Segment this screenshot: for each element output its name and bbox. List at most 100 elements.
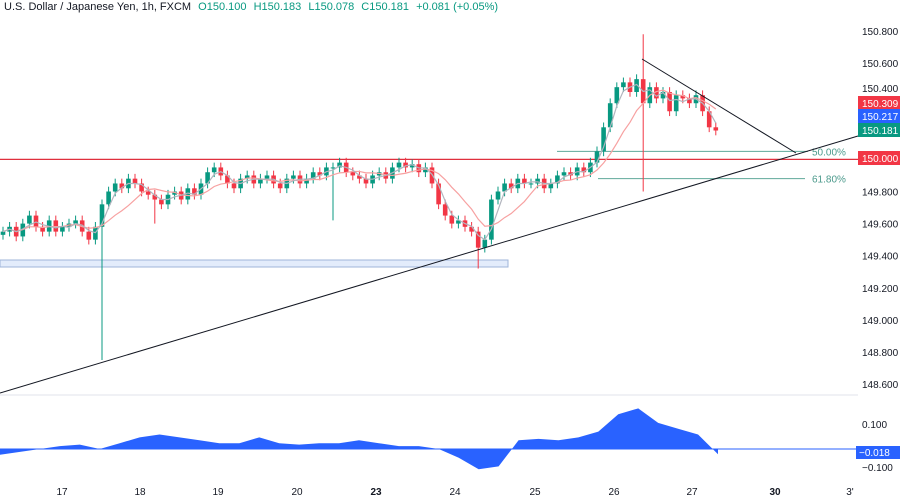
candle-body <box>667 91 672 112</box>
candle-body <box>594 151 600 163</box>
candle-body <box>0 231 6 235</box>
candle-body <box>403 162 408 168</box>
candle-body <box>601 127 606 152</box>
y-tick-label: 148.600 <box>862 380 899 391</box>
fib-label: 61.80% <box>812 175 846 186</box>
descending-trendline <box>641 58 797 154</box>
candle-body <box>231 183 237 189</box>
candle-body <box>409 164 415 168</box>
candle-body <box>145 191 151 195</box>
y-tick-label: 150.600 <box>862 59 899 70</box>
fib-label: 50.00% <box>812 147 846 158</box>
candle-body <box>205 172 210 184</box>
price-tag <box>858 123 900 137</box>
candle-body <box>423 167 428 173</box>
ohlc-low: L150.078 <box>308 1 355 13</box>
candle-body <box>621 82 626 88</box>
candle-body <box>33 215 39 227</box>
candle-body <box>53 220 59 232</box>
oscillator-value-tag <box>856 446 900 459</box>
candle-body <box>73 220 78 224</box>
candle-body <box>159 199 164 205</box>
candle-body <box>469 226 474 232</box>
candle-body <box>706 111 712 128</box>
x-tick-label: 20 <box>291 487 303 498</box>
candle-body <box>258 178 263 184</box>
x-tick-label: 3' <box>846 487 854 498</box>
candle-body <box>634 79 639 92</box>
y-tick-label: 149.200 <box>862 284 899 295</box>
candle-body <box>363 178 369 184</box>
candle-body <box>152 194 158 200</box>
candle-body <box>277 183 283 189</box>
candle-body <box>40 226 45 232</box>
candle-body <box>713 127 719 131</box>
symbol-title: U.S. Dollar / Japanese Yen, 1h, FXCM <box>4 1 192 13</box>
candle-body <box>522 178 527 184</box>
candle-body <box>456 220 461 224</box>
candle-body <box>291 175 296 179</box>
candle-body <box>449 215 455 224</box>
candle-body <box>106 191 111 205</box>
x-tick-label: 30 <box>769 487 781 498</box>
oscillator-tick-label: 0.100 <box>862 420 887 431</box>
candle-body <box>337 162 342 168</box>
candle-body <box>614 87 620 104</box>
candle-body <box>561 172 567 176</box>
candle-body <box>139 183 144 192</box>
support-zone <box>0 259 509 268</box>
candle-body <box>112 183 118 192</box>
price-tag-label: 150.000 <box>862 154 899 165</box>
x-tick-label: 26 <box>608 487 620 498</box>
ohlc-open: O150.100 <box>198 1 247 13</box>
candle-body <box>60 226 65 232</box>
price-tag <box>858 96 900 110</box>
candle-body <box>172 191 177 195</box>
price-tag <box>858 109 900 123</box>
candle-body <box>357 175 362 179</box>
ascending-trendline <box>0 135 859 394</box>
candle-body <box>192 188 197 195</box>
candle-body <box>86 231 92 240</box>
candle-body <box>436 183 441 205</box>
candle-body <box>442 204 448 216</box>
x-tick-label: 18 <box>134 487 146 498</box>
x-tick-label: 17 <box>56 487 68 498</box>
ohlc-close: C150.181 <box>361 1 410 13</box>
candle-body <box>535 178 540 184</box>
candle-body <box>225 175 230 184</box>
candle-body <box>680 95 686 99</box>
candle-body <box>310 172 316 179</box>
candle-body <box>396 162 402 168</box>
candle-body <box>244 175 250 179</box>
candle-body <box>548 183 554 189</box>
y-tick-label: 149.600 <box>862 220 899 231</box>
symbol-header: U.S. Dollar / Japanese Yen, 1h, FXCM O15… <box>4 1 498 13</box>
candle-body <box>482 239 488 248</box>
candle-body <box>119 183 125 189</box>
candle-body <box>495 191 501 200</box>
y-tick-label: 149.400 <box>862 252 899 263</box>
candle-body <box>581 167 587 173</box>
y-tick-label: 148.800 <box>862 348 899 359</box>
moving-average-line <box>2 83 717 241</box>
candle-body <box>660 91 666 99</box>
y-tick-label: 149.800 <box>862 188 899 199</box>
x-tick-label: 24 <box>449 487 461 498</box>
oscillator-area <box>0 408 718 470</box>
candle-body <box>350 172 356 176</box>
candle-body <box>317 172 323 176</box>
candle-body <box>502 183 507 192</box>
candle-body <box>508 183 514 189</box>
ohlc-high: H150.183 <box>253 1 302 13</box>
candle-body <box>528 183 534 185</box>
y-tick-label: 150.400 <box>862 84 899 95</box>
candle-body <box>687 98 692 104</box>
candle-body <box>132 178 138 184</box>
candle-body <box>330 167 336 169</box>
candle-body <box>673 95 679 112</box>
x-tick-label: 23 <box>370 487 382 498</box>
y-tick-label: 149.000 <box>862 316 899 327</box>
